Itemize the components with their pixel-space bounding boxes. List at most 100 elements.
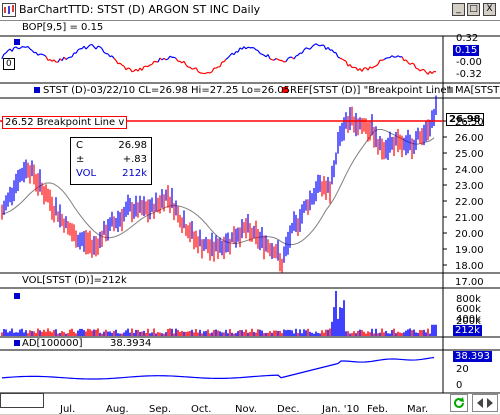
bop-segment	[184, 61, 186, 65]
bop-segment	[296, 55, 298, 56]
bop-segment	[336, 53, 338, 57]
bop-segment	[278, 59, 280, 60]
bop-segment	[274, 59, 276, 61]
bop-segment	[114, 58, 116, 60]
bop-segment	[36, 52, 38, 55]
bop-current-value: 0.15	[453, 45, 479, 56]
bop-segment	[120, 63, 122, 65]
bop-segment	[244, 47, 246, 49]
bop-segment	[212, 68, 214, 72]
bop-segment	[240, 48, 242, 49]
nav-icon	[473, 395, 497, 411]
bop-segment	[302, 50, 304, 53]
bop-segment	[174, 57, 176, 58]
bop-segment	[38, 54, 40, 55]
bop-segment	[370, 67, 372, 68]
bop-segment	[16, 47, 18, 49]
bop-segment	[286, 58, 288, 61]
bop-segment	[254, 48, 256, 50]
bop-label: BOP[9,5] = 0.15	[22, 22, 103, 33]
bop-segment	[128, 68, 130, 69]
bop-segment	[262, 54, 264, 55]
bop-segment	[226, 58, 228, 60]
bop-segment	[408, 63, 410, 65]
bop-segment	[260, 53, 262, 54]
bop-segment	[350, 65, 352, 68]
bop-axis-label: 0.32	[456, 33, 478, 44]
bop-segment	[402, 57, 404, 61]
bop-segment	[276, 59, 278, 60]
nav-button[interactable]	[472, 394, 498, 412]
bop-segment	[284, 61, 286, 62]
bop-segment	[312, 45, 314, 47]
bop-segment	[342, 59, 344, 60]
bop-segment	[398, 56, 400, 57]
bop-segment	[6, 51, 8, 53]
bop-segment	[42, 54, 44, 55]
ad-indicator	[2, 357, 434, 379]
bop-segment	[122, 65, 124, 66]
bop-segment	[98, 46, 100, 47]
bop-segment	[180, 61, 182, 62]
price-axis-label: 25.00	[455, 149, 484, 160]
bop-segment	[168, 56, 170, 59]
bop-segment	[160, 58, 162, 60]
chevron-down-icon: v	[118, 117, 124, 128]
bop-segment	[210, 72, 212, 73]
x-axis-label: Jan. '10	[322, 404, 359, 415]
bop-segment	[124, 66, 126, 70]
bop-segment	[392, 56, 394, 57]
date-input-box[interactable]	[0, 393, 44, 408]
bop-segment	[374, 66, 376, 67]
bop-segment	[340, 58, 342, 59]
bop-zero-marker: 0	[3, 58, 15, 70]
bop-segment	[346, 61, 348, 66]
x-axis-label: Mar.	[407, 404, 428, 415]
price-axis-label: 18.00	[455, 261, 484, 272]
bop-segment	[54, 60, 56, 62]
bop-segment	[298, 53, 300, 55]
bop-segment	[316, 44, 318, 45]
x-axis-label: Oct.	[191, 404, 211, 415]
bop-segment	[152, 61, 154, 64]
price-info-box: C 26.98 ± +.83 VOL 212k	[70, 137, 152, 185]
bop-segment	[344, 60, 346, 61]
volume-bars	[2, 291, 436, 336]
bop-segment	[12, 48, 14, 52]
bop-segment	[30, 49, 32, 50]
bop-segment	[186, 65, 188, 67]
breakpoint-label-text: 26.52 Breakpoint Line	[5, 117, 115, 128]
ad-value: 38.3934	[110, 338, 151, 349]
info-volume-label: VOL	[76, 168, 96, 179]
bop-segment	[108, 54, 110, 57]
refresh-button[interactable]	[450, 394, 468, 412]
bop-segment	[206, 72, 208, 73]
x-axis-label: Aug.	[106, 404, 129, 415]
bop-segment	[328, 47, 330, 50]
moving-average-line	[2, 129, 434, 244]
x-axis-label: Dec.	[277, 404, 300, 415]
price-axis-label: 22.00	[455, 197, 484, 208]
ad-axis-label: 0	[456, 380, 462, 391]
bop-segment	[396, 56, 398, 57]
bop-segment	[378, 60, 380, 64]
refresh-icon	[451, 395, 467, 411]
bop-segment	[78, 49, 80, 50]
bop-axis-label: -0.32	[456, 69, 482, 80]
bop-segment	[148, 65, 150, 67]
bop-segment	[166, 59, 168, 60]
bop-segment	[190, 67, 192, 69]
bop-segment	[338, 57, 340, 58]
bop-segment	[162, 58, 164, 60]
price-axis-label: 17.00	[455, 277, 484, 288]
bop-segment	[324, 45, 326, 49]
bop-segment	[304, 48, 306, 50]
bop-segment	[294, 56, 296, 59]
bop-segment	[418, 69, 420, 71]
bop-segment	[32, 50, 34, 52]
ad-current-value: 38.393	[453, 351, 492, 362]
bop-segment	[234, 52, 236, 55]
breakpoint-label[interactable]: 26.52 Breakpoint Line v	[2, 116, 127, 129]
